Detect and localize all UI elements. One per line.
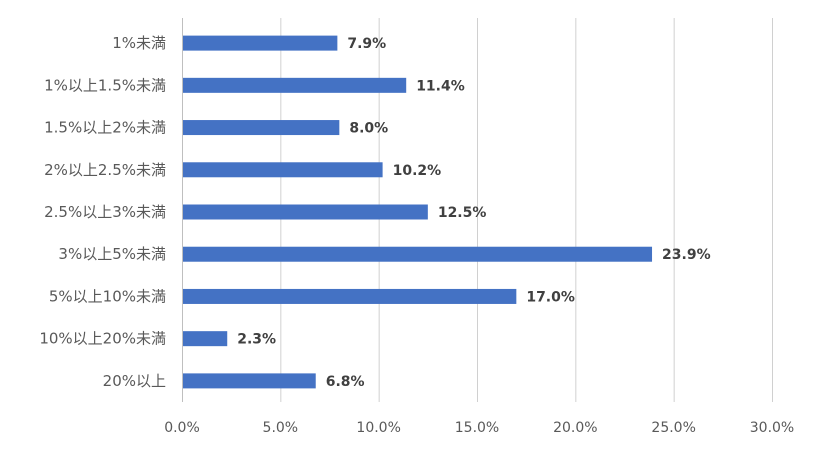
- data-label: 23.9%: [662, 247, 711, 263]
- x-tick-label: 5.0%: [263, 420, 299, 436]
- data-label: 12.5%: [438, 205, 487, 221]
- category-label: 20%以上: [103, 372, 166, 390]
- data-label: 6.8%: [326, 374, 365, 390]
- category-label: 1.5%以上2%未満: [44, 119, 166, 137]
- bar: [183, 120, 340, 136]
- category-label: 5%以上10%未満: [49, 287, 166, 305]
- data-label: 17.0%: [526, 289, 575, 305]
- category-label: 1%未満: [112, 34, 166, 52]
- x-tick-labels: 0.0% 5.0% 10.0% 15.0% 20.0% 25.0% 30.0%: [164, 420, 794, 436]
- bar: [183, 162, 383, 178]
- x-tick-label: 25.0%: [651, 420, 695, 436]
- data-label: 8.0%: [349, 121, 388, 137]
- x-tick-label: 10.0%: [356, 420, 400, 436]
- category-label: 3%以上5%未満: [58, 245, 166, 263]
- category-labels: 1%未満 1%以上1.5%未満 1.5%以上2%未満 2%以上2.5%未満 2.5%以上…: [39, 34, 166, 390]
- data-label: 10.2%: [393, 163, 442, 179]
- bars: [183, 35, 653, 389]
- data-label: 2.3%: [237, 332, 276, 348]
- bar: [183, 204, 428, 220]
- x-tick-label: 30.0%: [750, 420, 794, 436]
- data-labels: 7.9% 11.4% 8.0% 10.2% 12.5% 23.9% 17.0% 2.3% 6.8…: [237, 36, 710, 390]
- category-label: 2.5%以上3%未満: [44, 203, 166, 221]
- bar: [183, 331, 228, 347]
- bar: [183, 246, 653, 262]
- category-label: 10%以上20%未満: [39, 330, 166, 348]
- category-label: 1%以上1.5%未満: [44, 76, 166, 94]
- x-tick-label: 20.0%: [553, 420, 597, 436]
- bar: [183, 288, 517, 304]
- bar: [183, 35, 338, 51]
- x-tick-label: 15.0%: [455, 420, 499, 436]
- bar: [183, 77, 407, 93]
- data-label: 7.9%: [347, 36, 386, 52]
- category-label: 2%以上2.5%未満: [44, 161, 166, 179]
- data-label: 11.4%: [416, 78, 465, 94]
- x-tick-label: 0.0%: [164, 420, 200, 436]
- bar: [183, 373, 316, 389]
